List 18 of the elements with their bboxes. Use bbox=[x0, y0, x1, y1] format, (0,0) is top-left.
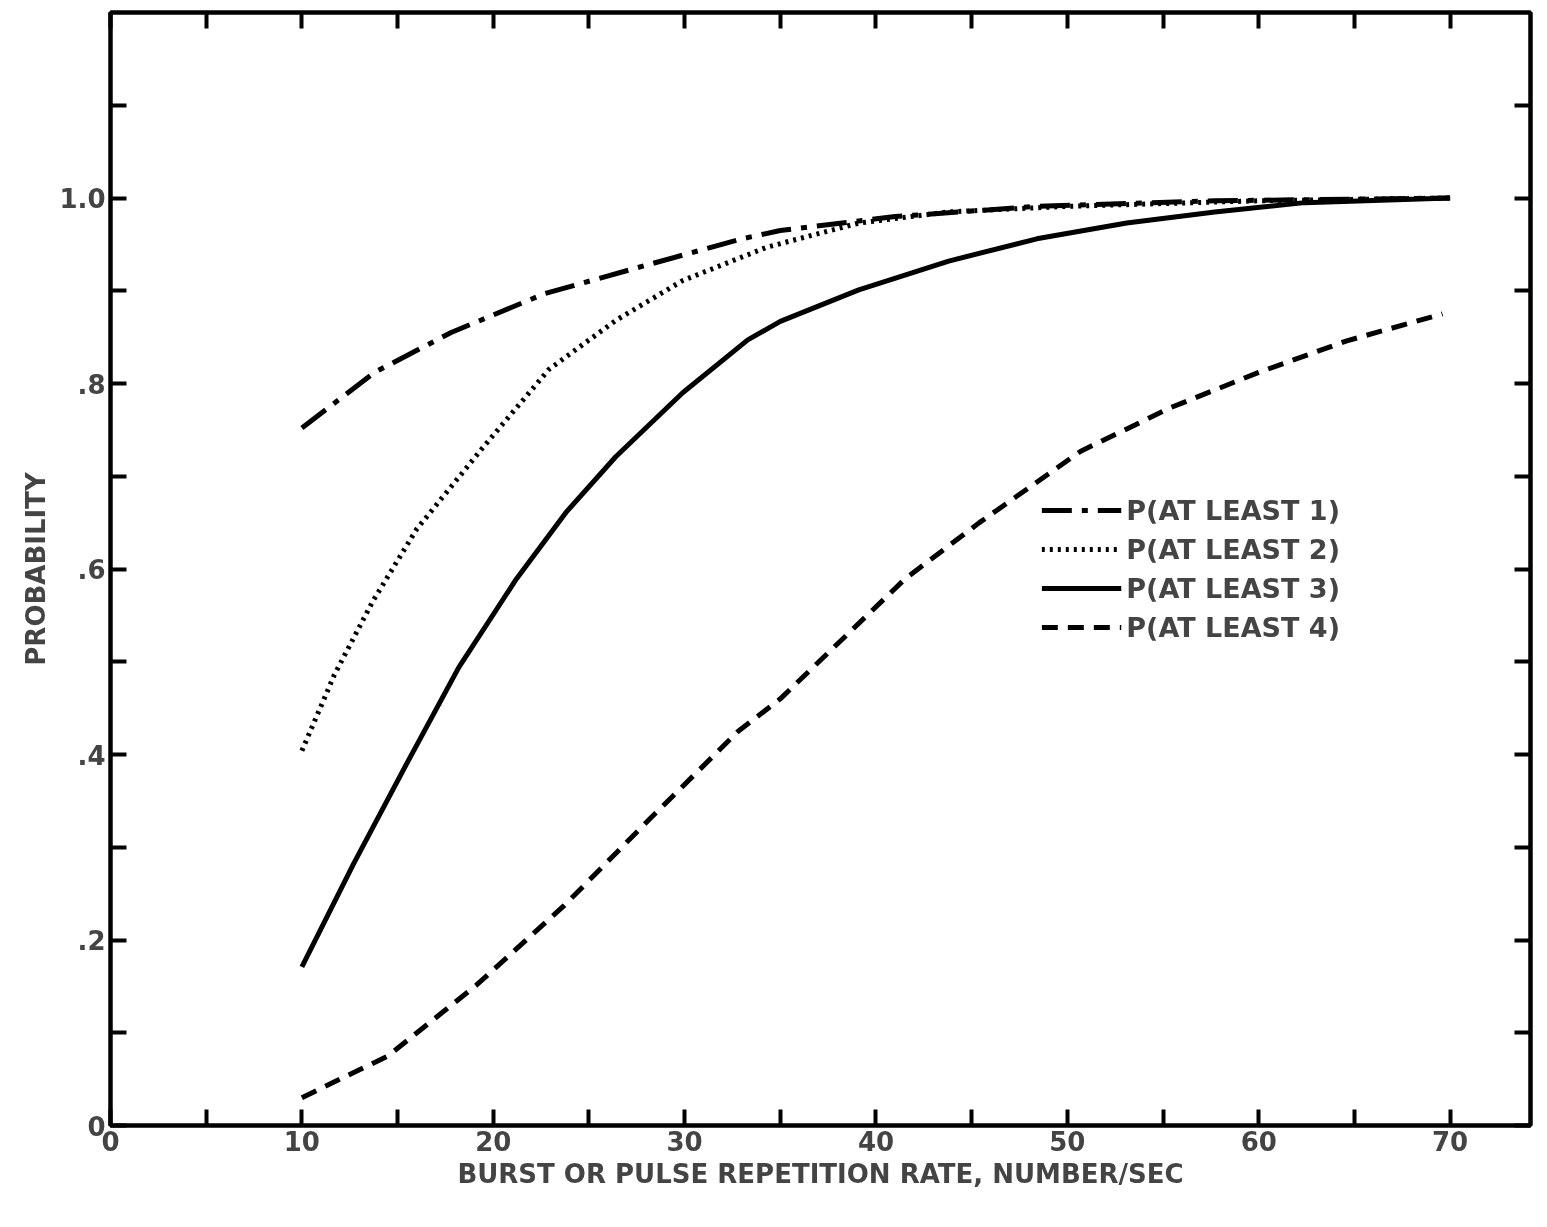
x-axis-title: BURST OR PULSE REPETITION RATE, NUMBER/SEC bbox=[457, 1158, 1184, 1189]
y-tick-label: .2 bbox=[77, 926, 106, 956]
y-tick-label: .4 bbox=[77, 740, 106, 771]
x-tick-label: 70 bbox=[1432, 1126, 1469, 1157]
x-tick-label: 60 bbox=[1240, 1126, 1277, 1157]
legend-label: P(AT LEAST 3) bbox=[1126, 572, 1340, 604]
x-tick-label: 30 bbox=[666, 1126, 703, 1157]
x-tick-label: 50 bbox=[1049, 1126, 1086, 1157]
y-axis-title: PROBABILITY bbox=[21, 471, 52, 666]
legend-label: P(AT LEAST 1) bbox=[1126, 494, 1340, 526]
y-tick-label: 1.0 bbox=[59, 184, 106, 214]
x-tick-label: 40 bbox=[857, 1126, 895, 1157]
x-tick-label: 10 bbox=[283, 1126, 320, 1157]
y-tick-label: .6 bbox=[77, 555, 106, 585]
x-tick-label: 20 bbox=[475, 1126, 512, 1157]
y-tick-label: .8 bbox=[77, 369, 106, 400]
legend-label: P(AT LEAST 2) bbox=[1126, 533, 1340, 565]
legend-label: P(AT LEAST 4) bbox=[1126, 611, 1340, 643]
